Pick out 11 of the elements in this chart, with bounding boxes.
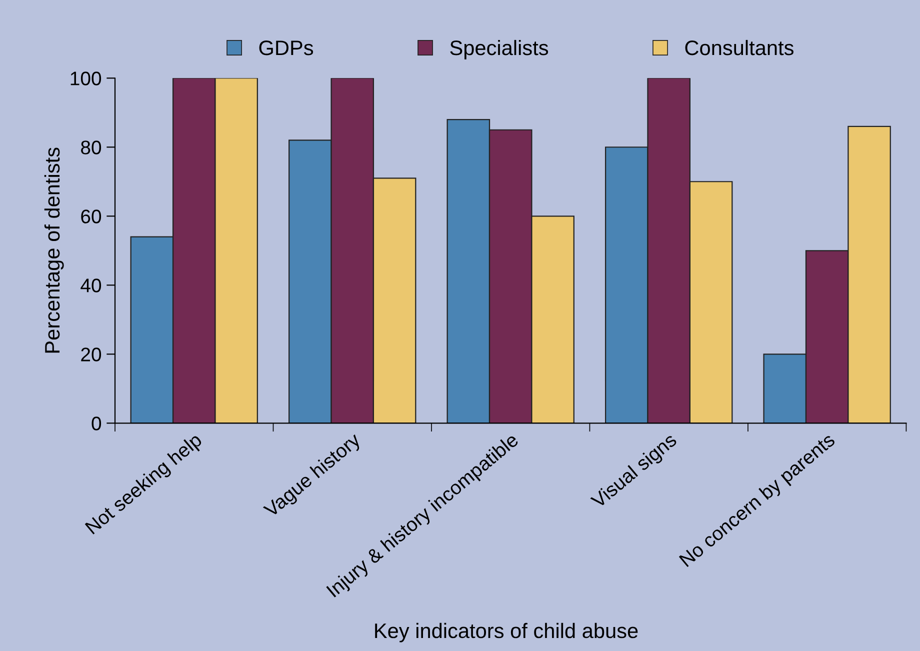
y-tick-label: 20 [81, 348, 102, 362]
legend-label: Consultants [685, 40, 794, 56]
y-tick-label: 0 [92, 416, 102, 430]
y-tick-label: 40 [80, 278, 102, 292]
y-tick-label: 80 [81, 140, 102, 154]
legend-label: Specialists [450, 40, 548, 60]
y-tick-label: 60 [81, 210, 102, 224]
x-axis-title: Key indicators of child abuse [375, 622, 638, 642]
legend-label: GDPs [259, 40, 314, 56]
y-tick-label: 100 [70, 72, 102, 86]
y-axis-title: Percentage of dentists [44, 148, 64, 353]
